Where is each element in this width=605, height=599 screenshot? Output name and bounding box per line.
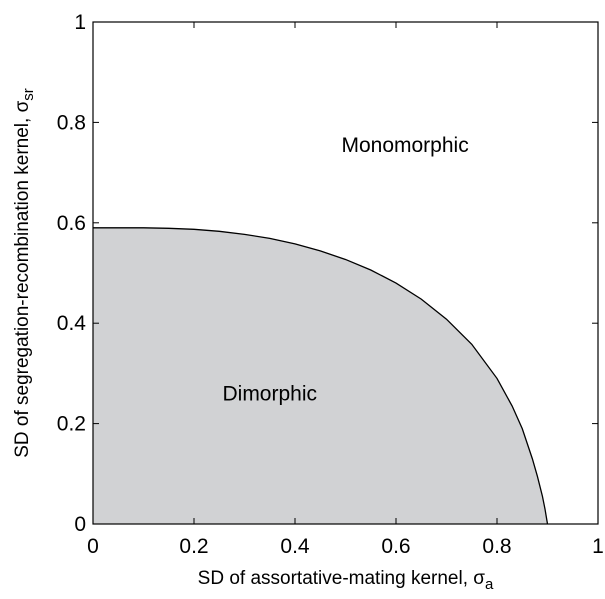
x-tick-label: 0.4: [280, 535, 310, 558]
x-tick-label: 0.2: [179, 535, 208, 558]
y-tick-label: 0.2: [57, 413, 86, 436]
x-axis-label-text: SD of assortative-mating kernel, σ: [198, 568, 486, 589]
y-axis-label-subscript: sr: [20, 88, 37, 101]
region-label-dimorphic: Dimorphic: [222, 382, 317, 405]
x-axis-label: SD of assortative-mating kernel, σa: [198, 568, 494, 593]
y-tick-label: 0.8: [57, 111, 86, 134]
y-tick-label: 0: [74, 513, 86, 536]
y-axis-label: SD of segregation-recombination kernel, …: [12, 88, 37, 458]
x-tick-label: 0: [87, 535, 99, 558]
x-tick-label: 1: [592, 535, 604, 558]
x-tick-label: 0.8: [482, 535, 511, 558]
region-label-monomorphic: Monomorphic: [341, 134, 468, 157]
y-tick-label: 0.4: [57, 312, 87, 335]
y-tick-label: 0.6: [57, 212, 86, 235]
dimorphic-region-fill: [93, 228, 548, 524]
x-axis-label-subscript: a: [485, 576, 494, 593]
y-tick-label: 1: [74, 11, 86, 34]
x-tick-label: 0.6: [381, 535, 410, 558]
y-axis-label-text: SD of segregation-recombination kernel, …: [12, 100, 33, 457]
